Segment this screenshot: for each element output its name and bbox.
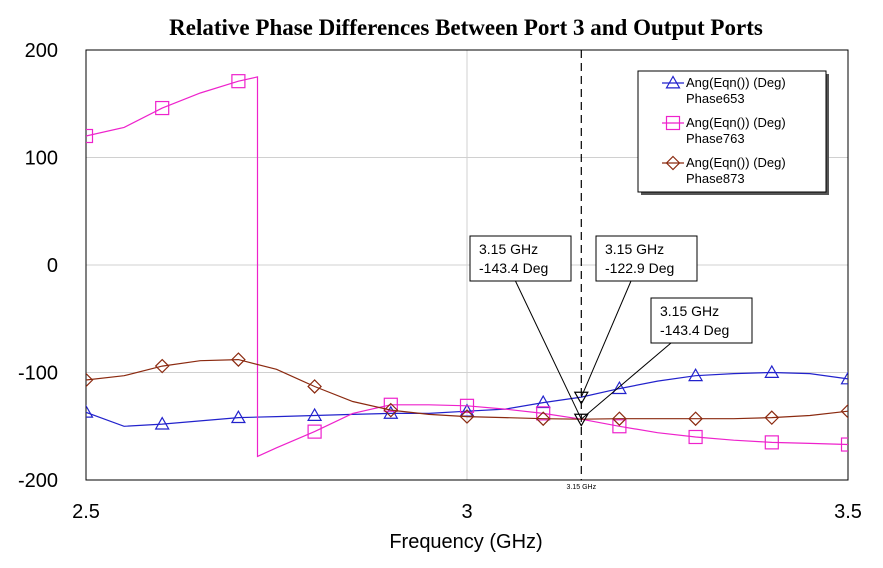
legend-entry-label: Phase873 xyxy=(686,171,745,186)
x-tick-label: 3 xyxy=(461,501,472,523)
y-tick-label: -100 xyxy=(18,363,58,385)
annotation-frequency: 3.15 GHz xyxy=(605,241,664,257)
x-tick-label: 2.5 xyxy=(72,501,100,523)
data-point-diamond xyxy=(764,410,780,425)
data-point-triangle xyxy=(230,409,246,424)
data-point-square xyxy=(840,437,848,452)
annotation-leader xyxy=(580,342,672,420)
data-point-diamond xyxy=(535,411,551,427)
annotation-value: -143.4 Deg xyxy=(660,322,729,338)
data-point-triangle xyxy=(154,416,170,430)
annotation-value: -122.9 Deg xyxy=(605,260,674,276)
legend-entry-name: Ang(Eqn()) (Deg) xyxy=(686,75,786,90)
grid xyxy=(86,50,848,480)
data-point-triangle-down xyxy=(573,413,589,427)
data-point-triangle-down xyxy=(573,391,589,405)
data-point-diamond xyxy=(307,379,322,394)
data-point-triangle xyxy=(665,75,681,89)
x-tick-labels: 2.5 3 3.5 xyxy=(72,501,862,523)
series-line-phase763 xyxy=(86,76,848,458)
data-point-square xyxy=(307,424,322,439)
data-point-triangle xyxy=(86,404,94,418)
data-point-diamond xyxy=(840,403,848,419)
x-tick-label: 3.5 xyxy=(834,501,862,523)
data-point-triangle xyxy=(535,394,551,409)
y-tick-label: -200 xyxy=(18,470,58,492)
data-point-diamond xyxy=(86,372,94,388)
frequency-marker-label: 3.15 GHz xyxy=(567,484,597,491)
y-tick-label: 200 xyxy=(25,40,58,62)
annotation-frequency: 3.15 GHz xyxy=(660,303,719,319)
annotation-box xyxy=(595,235,698,282)
data-point-diamond xyxy=(688,411,703,427)
data-point-square xyxy=(688,429,703,445)
annotation-value: -143.4 Deg xyxy=(479,260,548,276)
data-point-diamond xyxy=(154,358,170,374)
data-point-triangle xyxy=(764,364,780,378)
annotation-leader xyxy=(514,280,582,420)
annotation-box xyxy=(650,297,753,344)
legend-entry-name: Ang(Eqn()) (Deg) xyxy=(686,155,786,170)
x-axis-label: Frequency (GHz) xyxy=(389,531,542,553)
legend-entry-label: Phase653 xyxy=(686,91,745,106)
data-point-triangle xyxy=(307,407,323,421)
legend-entry-label: Phase763 xyxy=(686,131,745,146)
y-tick-label: 100 xyxy=(25,148,58,170)
data-point-square xyxy=(155,100,170,116)
annotation-box xyxy=(469,235,572,282)
data-point-square xyxy=(612,419,627,434)
data-point-triangle xyxy=(840,371,848,385)
legend-entry-name: Ang(Eqn()) (Deg) xyxy=(686,115,786,130)
data-point-diamond xyxy=(383,402,399,418)
y-tick-labels: -200 -100 0 100 200 xyxy=(18,40,58,492)
data-point-triangle xyxy=(688,368,704,382)
data-point-diamond xyxy=(612,411,627,427)
series-line-phase653 xyxy=(86,371,848,427)
data-point-square xyxy=(383,397,398,412)
data-point-diamond xyxy=(231,352,246,367)
annotation-frequency: 3.15 GHz xyxy=(479,241,538,257)
data-point-diamond xyxy=(665,155,681,171)
series-layer xyxy=(86,74,848,458)
legend-box xyxy=(637,70,827,193)
data-point-square xyxy=(231,74,246,89)
data-point-diamond xyxy=(459,409,475,424)
data-point-square xyxy=(536,406,551,421)
series-line-phase873 xyxy=(86,358,848,420)
data-point-square xyxy=(764,435,779,450)
y-tick-label: 0 xyxy=(47,255,58,277)
plot-frame xyxy=(85,49,849,481)
annotation-layer: 3.15 GHz -143.4 Deg 3.15 GHz -122.9 Deg 3.15… xyxy=(469,235,753,420)
annotation-leader xyxy=(580,280,632,398)
data-point-square xyxy=(86,128,94,144)
data-point-square xyxy=(665,115,681,131)
data-point-triangle xyxy=(611,380,627,395)
chart-title: Relative Phase Differences Between Port … xyxy=(169,15,763,40)
data-point-square xyxy=(459,398,475,413)
marker-layer: 3.15 GHz xyxy=(567,50,597,491)
